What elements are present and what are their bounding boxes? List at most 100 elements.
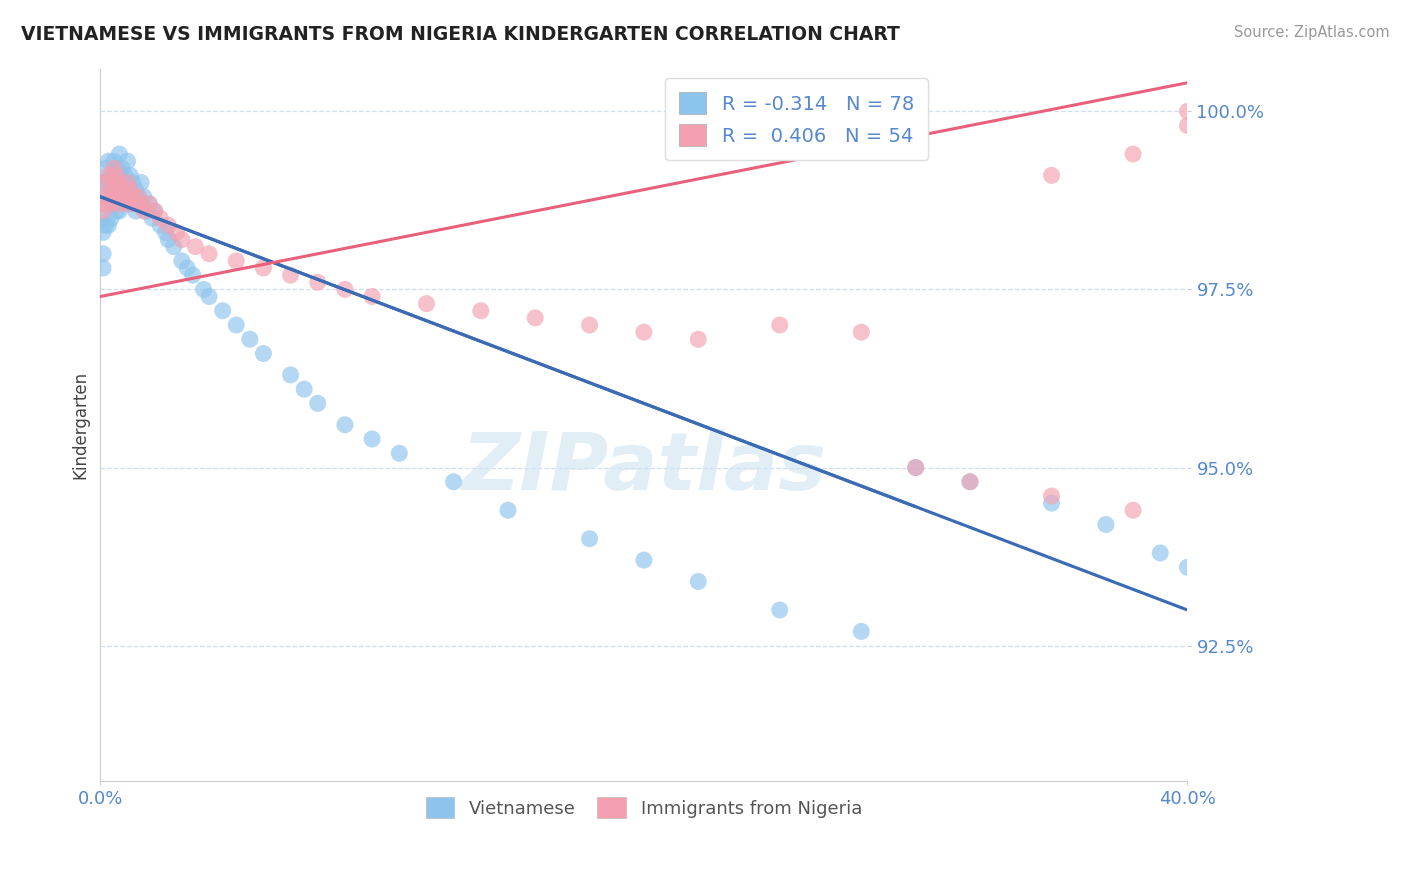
Point (252, 260, 274, 275)
Point (91, 226, 114, 240)
Point (176, 260, 198, 275)
Point (135, 204, 157, 219)
Point (769, 318, 792, 332)
Point (163, 240, 186, 254)
Point (688, 574, 710, 589)
Point (91, 246, 114, 260)
Point (129, 197, 152, 211)
Point (851, 624, 873, 639)
Point (181, 268, 204, 282)
Point (361, 432, 384, 446)
Legend: Vietnamese, Immigrants from Nigeria: Vietnamese, Immigrants from Nigeria (419, 790, 869, 825)
Point (443, 475, 465, 489)
Point (103, 176, 125, 190)
Point (1122, 147, 1144, 161)
Point (307, 396, 329, 410)
Point (307, 275, 329, 289)
Point (94, 176, 117, 190)
Point (170, 233, 193, 247)
Point (97, 154, 120, 169)
Point (108, 204, 131, 219)
Point (496, 503, 519, 517)
Point (149, 219, 172, 233)
Point (1149, 546, 1171, 560)
Point (103, 197, 125, 211)
Point (103, 161, 125, 176)
Point (1122, 503, 1144, 517)
Point (1177, 104, 1199, 119)
Point (225, 253, 247, 268)
Point (193, 282, 215, 296)
Point (97, 197, 120, 211)
Point (1177, 119, 1199, 133)
Point (211, 303, 233, 318)
Point (959, 475, 981, 489)
Point (117, 197, 139, 211)
Point (108, 147, 131, 161)
Point (97, 176, 120, 190)
Point (959, 475, 981, 489)
Point (129, 176, 152, 190)
Point (333, 282, 356, 296)
Point (100, 169, 122, 183)
Point (125, 197, 148, 211)
Point (470, 303, 492, 318)
Point (117, 197, 139, 211)
Point (91, 260, 114, 275)
Point (100, 197, 122, 211)
Point (1040, 489, 1063, 503)
Point (1040, 496, 1063, 510)
Point (94, 161, 117, 176)
Point (138, 197, 160, 211)
Point (904, 460, 927, 475)
Point (114, 190, 136, 204)
Point (280, 268, 302, 282)
Point (157, 219, 180, 233)
Point (524, 310, 547, 325)
Point (184, 240, 207, 254)
Point (198, 289, 221, 303)
Point (125, 183, 148, 197)
Point (769, 603, 792, 617)
Point (127, 190, 149, 204)
Point (91, 176, 114, 190)
Point (114, 190, 136, 204)
Point (122, 197, 145, 211)
Point (143, 204, 166, 219)
Point (120, 169, 142, 183)
Point (138, 197, 160, 211)
Point (103, 183, 125, 197)
Point (252, 346, 274, 360)
Point (361, 289, 384, 303)
Point (578, 532, 600, 546)
Point (91, 211, 114, 226)
Point (141, 211, 163, 226)
Point (111, 161, 134, 176)
Point (129, 197, 152, 211)
Point (225, 318, 247, 332)
Point (155, 226, 177, 240)
Point (1040, 169, 1063, 183)
Point (117, 176, 139, 190)
Point (165, 226, 187, 240)
Point (91, 204, 114, 219)
Point (633, 553, 655, 567)
Point (1095, 517, 1118, 532)
Point (851, 325, 873, 339)
Point (280, 368, 302, 382)
Point (100, 190, 122, 204)
Point (108, 197, 131, 211)
Point (111, 183, 134, 197)
Point (388, 446, 411, 460)
Point (97, 190, 120, 204)
Y-axis label: Kindergarten: Kindergarten (72, 371, 89, 479)
Point (198, 246, 221, 260)
Point (578, 318, 600, 332)
Point (108, 183, 131, 197)
Point (108, 176, 131, 190)
Text: VIETNAMESE VS IMMIGRANTS FROM NIGERIA KINDERGARTEN CORRELATION CHART: VIETNAMESE VS IMMIGRANTS FROM NIGERIA KI… (21, 25, 900, 44)
Point (97, 219, 120, 233)
Point (633, 325, 655, 339)
Point (94, 219, 117, 233)
Point (122, 190, 145, 204)
